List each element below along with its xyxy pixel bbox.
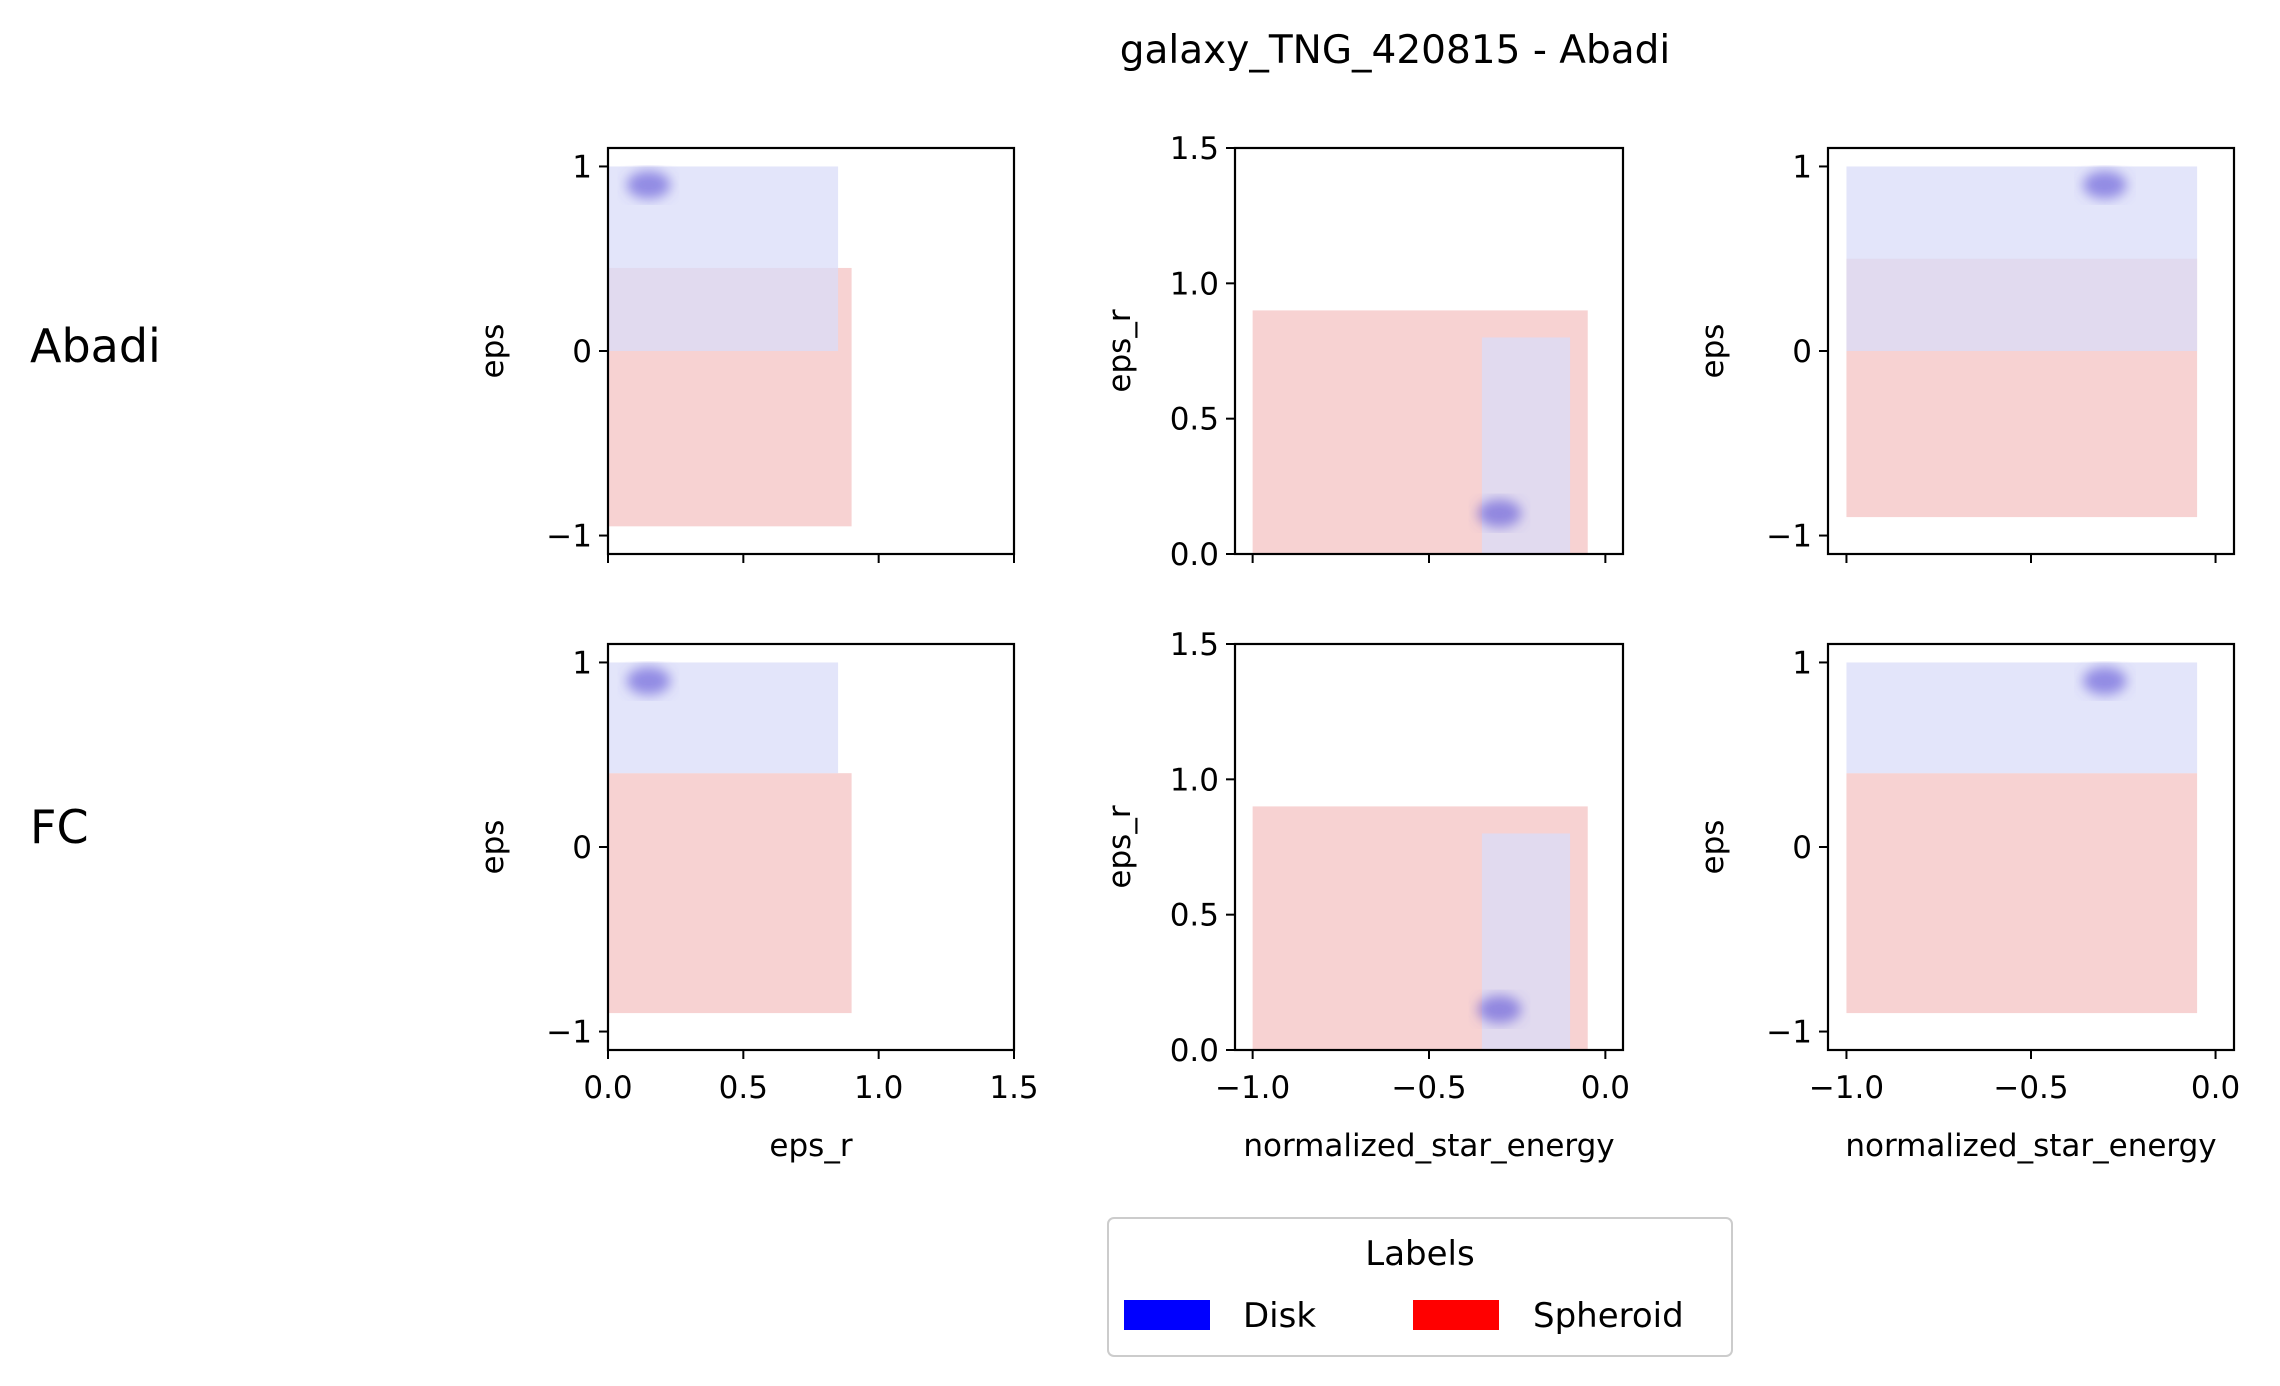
x-tick-label: 1.5 — [989, 1070, 1038, 1106]
x-axis-label: normalized_star_energy — [1243, 1128, 1614, 1164]
x-tick-label: 0.0 — [583, 1070, 632, 1106]
density-peak-disk — [1477, 995, 1522, 1024]
legend: Labels Disk Spheroid — [1107, 1217, 1733, 1357]
y-tick-label: 0 — [1792, 334, 1812, 370]
legend-label-disk: Disk — [1243, 1296, 1316, 1336]
row-label-fc: FC — [30, 800, 89, 854]
y-tick-label: −1 — [546, 1015, 592, 1051]
x-tick-label: 0.0 — [2191, 1070, 2240, 1106]
density-region-spheroid — [1846, 773, 2198, 1014]
density-peak-disk — [1477, 499, 1522, 528]
y-axis-label: eps — [475, 324, 511, 379]
y-tick-label: 0 — [572, 334, 592, 370]
y-tick-label: 1 — [572, 149, 592, 185]
density-region-disk — [1846, 166, 2198, 351]
density-layer — [1252, 310, 1588, 554]
legend-label-spheroid: Spheroid — [1533, 1296, 1684, 1336]
y-tick-label: 0.5 — [1170, 898, 1219, 934]
panel-2: 0.0 0.5 1.0 1.5 eps_r — [1102, 131, 1625, 573]
x-axis-label: eps_r — [769, 1128, 852, 1164]
row-label-abadi: Abadi — [30, 319, 161, 373]
y-tick-label: 1.0 — [1170, 266, 1219, 302]
density-peak-disk — [626, 170, 671, 199]
y-tick-label: 0.0 — [1170, 1033, 1219, 1069]
density-peak-disk — [2082, 666, 2127, 695]
density-layer — [608, 662, 852, 1014]
density-layer — [1846, 166, 2198, 518]
legend-swatch-disk — [1124, 1300, 1210, 1330]
x-tick-label: −0.5 — [1993, 1070, 2068, 1106]
x-tick-label: −1.0 — [1809, 1070, 1884, 1106]
y-tick-label: 1 — [572, 645, 592, 681]
y-axis-label: eps — [1695, 324, 1731, 379]
density-region-spheroid — [608, 773, 852, 1014]
figure-title: galaxy_TNG_420815 - Abadi — [1120, 28, 1670, 73]
density-layer — [1252, 806, 1588, 1050]
y-axis-label: eps — [1695, 820, 1731, 875]
x-tick-label: −1.0 — [1215, 1070, 1290, 1106]
y-tick-label: −1 — [1766, 1015, 1812, 1051]
y-tick-label: 1.5 — [1170, 627, 1219, 663]
panel-5: 0.0 0.5 1.0 1.5 −1.0 −0.5 0.0 normalized_star_e… — [1102, 627, 1630, 1164]
density-peak-disk — [626, 666, 671, 695]
y-tick-label: −1 — [1766, 519, 1812, 555]
y-tick-label: −1 — [546, 519, 592, 555]
y-tick-label: 0.5 — [1170, 402, 1219, 438]
density-peak-disk — [2082, 170, 2127, 199]
x-tick-label: −0.5 — [1391, 1070, 1466, 1106]
y-tick-label: 1.0 — [1170, 762, 1219, 798]
y-tick-label: 0 — [1792, 830, 1812, 866]
y-axis-label: eps — [475, 820, 511, 875]
y-axis-label: eps_r — [1102, 805, 1138, 888]
legend-title: Labels — [1365, 1234, 1474, 1274]
density-layer — [608, 166, 852, 527]
y-tick-label: 1 — [1792, 149, 1812, 185]
panel-1: −1 0 1 eps — [475, 146, 1016, 563]
x-tick-label: 1.0 — [854, 1070, 903, 1106]
y-tick-label: 0.0 — [1170, 537, 1219, 573]
density-layer — [1846, 662, 2198, 1014]
y-axis-label: eps_r — [1102, 309, 1138, 392]
x-axis-label: normalized_star_energy — [1845, 1128, 2216, 1164]
legend-swatch-spheroid — [1413, 1300, 1499, 1330]
y-tick-label: 1 — [1792, 645, 1812, 681]
legend-frame — [1107, 1217, 1733, 1357]
x-tick-label: 0.0 — [1581, 1070, 1630, 1106]
x-tick-label: 0.5 — [719, 1070, 768, 1106]
panel-6: −1 0 1 −1.0 −0.5 0.0 normalized_star_energy eps — [1695, 642, 2240, 1164]
y-tick-label: 0 — [572, 830, 592, 866]
density-region-disk — [1846, 662, 2198, 774]
y-tick-label: 1.5 — [1170, 131, 1219, 167]
panel-4: −1 0 1 0.0 0.5 1.0 1.5 eps_r eps — [475, 642, 1039, 1164]
panel-3: −1 0 1 eps — [1695, 146, 2236, 563]
